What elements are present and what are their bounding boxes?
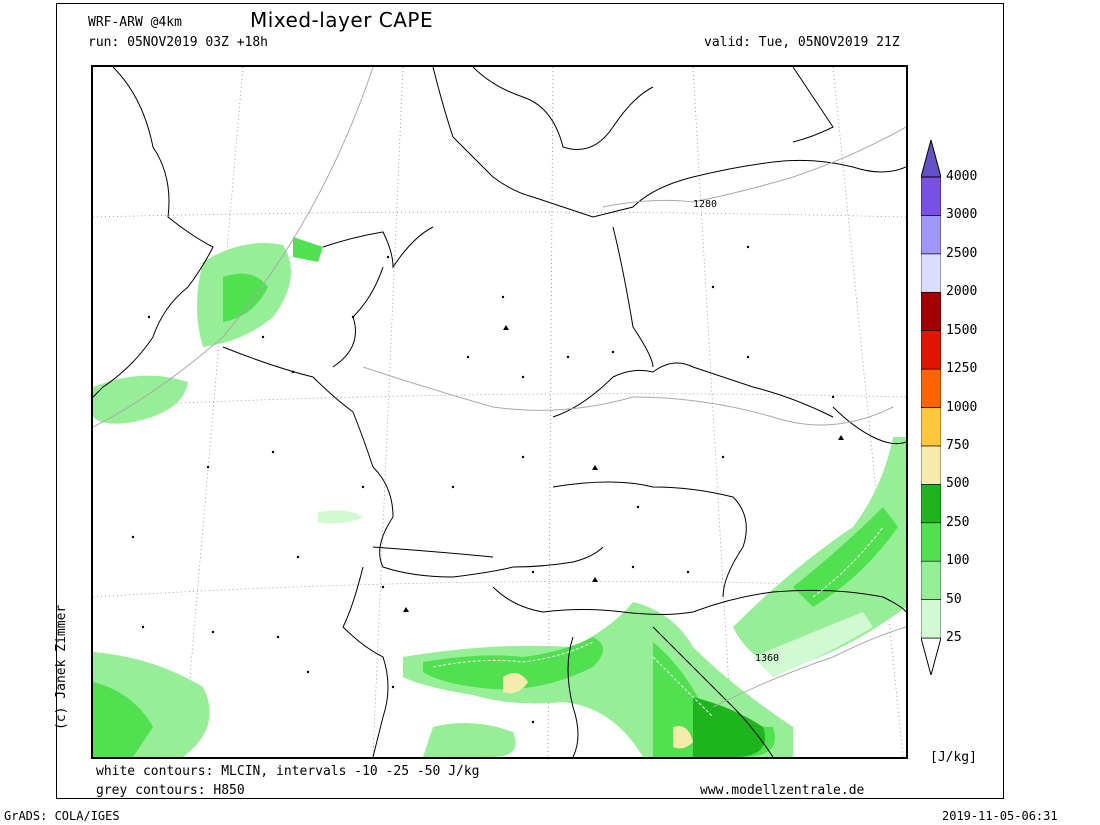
colorbar-unit: [J/kg] [930,750,977,765]
colorbar-label-100: 100 [946,553,970,569]
software-credit: GrADS: COLA/IGES [4,809,120,823]
coastlines [93,67,906,398]
colorbar-bin-250 [921,484,941,524]
mountain-markers [403,325,844,612]
colorbar-bin-1500 [921,291,941,331]
colorbar [921,140,941,675]
colorbar-label-4000: 4000 [946,169,978,184]
colorbar-svg [921,140,941,675]
colorbar-bin-2500 [921,215,941,255]
colorbar-label-1250: 1250 [946,361,978,377]
contour-label-1280: 1280 [693,199,717,210]
run-label: run: 05NOV2019 03Z +18h [88,35,269,50]
figure-frame [56,3,1004,799]
colorbar-label-50: 50 [946,591,962,607]
colorbar-bin-2000 [921,253,941,293]
mlcin-contours [432,526,884,718]
mlcin-note: white contours: MLCIN, intervals -10 -25… [96,764,480,779]
colorbar-bin-100 [921,522,941,562]
colorbar-bin-1250 [921,330,941,370]
h850-contours [93,67,906,708]
map-svg: 1280 1360 [93,67,906,757]
colorbar-label-250: 250 [946,514,970,530]
website-link[interactable]: www.modellzentrale.de [700,783,865,798]
colorbar-label-500: 500 [946,476,970,492]
map-title: Mixed-layer CAPE [250,8,434,32]
colorbar-label-2500: 2500 [946,245,978,261]
model-label: WRF-ARW @4km [88,15,182,30]
national-borders [222,226,906,757]
colorbar-label-1500: 1500 [946,322,978,338]
station-markers [131,245,835,724]
author-credit: (c) Janek Zimmer [54,604,69,730]
colorbar-bin-3000 [921,176,941,216]
timestamp: 2019-11-05-06:31 [942,809,1058,823]
colorbar-label-2000: 2000 [946,284,978,300]
colorbar-bin-1000 [921,368,941,408]
map-panel: 1280 1360 [91,65,908,759]
colorbar-label-3000: 3000 [946,207,978,223]
cape-shading [93,237,906,757]
colorbar-bin-750 [921,407,941,447]
colorbar-bin-50 [921,560,941,600]
colorbar-label-750: 750 [946,437,970,453]
colorbar-label-25: 25 [946,630,962,645]
valid-label: valid: Tue, 05NOV2019 21Z [704,35,900,50]
colorbar-bin-500 [921,445,941,485]
contour-label-1360: 1360 [755,653,779,664]
colorbar-arrow-top [921,140,941,178]
colorbar-bin-25 [921,599,941,639]
colorbar-label-1000: 1000 [946,399,978,415]
h850-note: grey contours: H850 [96,783,245,798]
colorbar-arrow-bottom [921,637,941,675]
